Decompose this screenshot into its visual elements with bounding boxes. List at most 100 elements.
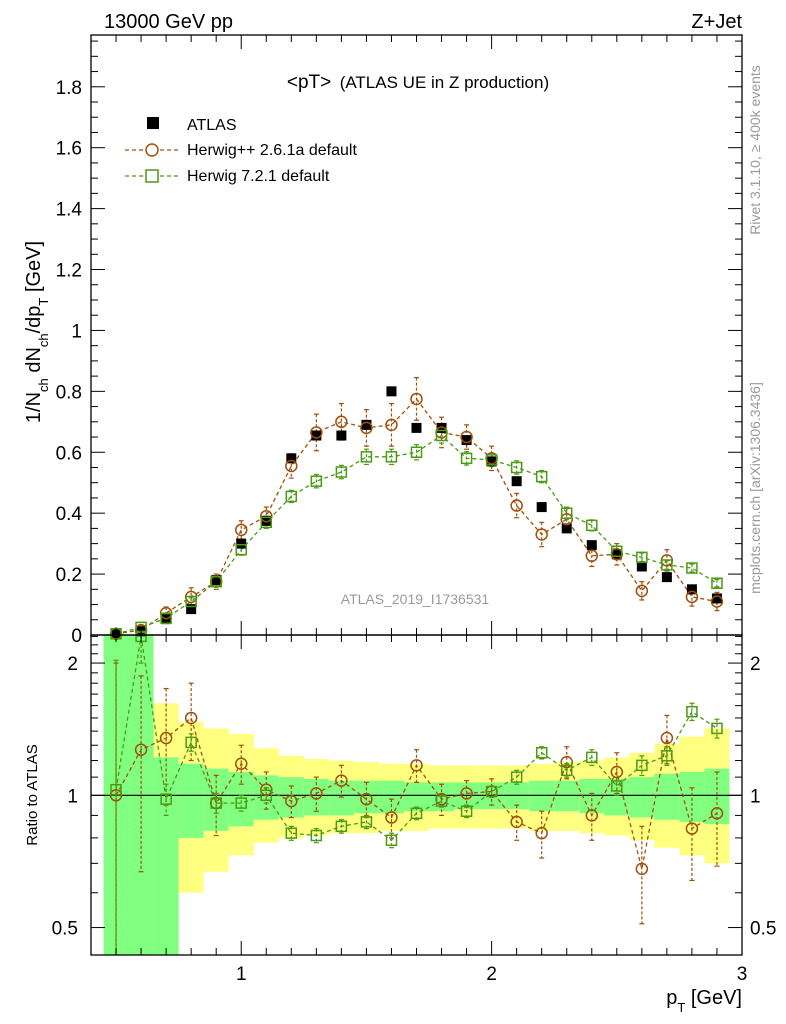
ratio-herwig7-point xyxy=(686,705,698,718)
herwig7-point xyxy=(260,516,273,529)
herwigpp-point xyxy=(310,426,323,439)
plot-title-main: <pT> xyxy=(287,72,331,93)
atlas-point xyxy=(661,572,672,583)
ratio-herwig7-point xyxy=(310,829,323,842)
atlas-point xyxy=(411,422,422,433)
herwig7-point xyxy=(636,551,648,564)
ratio-herwig7-point xyxy=(185,736,197,749)
atlas-point xyxy=(711,593,722,604)
legend: ATLAS Herwig++ 2.6.1a default Herwig 7.2… xyxy=(125,117,357,185)
legend-marker-herwigpp xyxy=(145,143,159,157)
herwig7-point xyxy=(460,452,473,465)
herwigpp-point xyxy=(410,392,423,406)
ratio-herwig7-point xyxy=(335,820,348,833)
ratio-herwig7-point xyxy=(611,780,623,792)
ratio-y-tick-label-right: 1 xyxy=(750,786,761,807)
x-axis-label: pT [GeV] xyxy=(666,987,742,1015)
atlas-point xyxy=(361,419,372,430)
stat-uncertainty-band-bin xyxy=(654,773,680,820)
ratio-herwig7-point xyxy=(210,797,222,809)
herwig7-point xyxy=(185,595,197,608)
ratio-herwigpp-point xyxy=(360,792,373,806)
analysis-watermark: ATLAS_2019_I1736531 xyxy=(341,591,490,607)
ratio-herwig7-point xyxy=(110,783,122,796)
ratio-uncertainty-bands xyxy=(103,635,730,955)
herwig7-point xyxy=(611,545,623,557)
herwigpp-point xyxy=(510,499,523,512)
atlas-point xyxy=(486,456,497,467)
ratio-herwigpp-point xyxy=(285,794,298,808)
plot-title: <pT> (ATLAS UE in Z production) xyxy=(287,72,549,93)
atlas-point xyxy=(386,386,397,397)
herwig7-point xyxy=(535,470,548,483)
upper-y-tick-label: 1.8 xyxy=(56,78,82,99)
ratio-herwigpp-point xyxy=(335,774,348,787)
atlas-point xyxy=(561,523,572,534)
atlas-point xyxy=(436,422,447,433)
upper-y-tick-label: 1.4 xyxy=(56,200,83,221)
herwigpp-point xyxy=(460,430,473,444)
ratio-y-tick-label: 1 xyxy=(67,786,78,807)
ratio-herwigpp-point xyxy=(535,826,548,840)
ratio-herwigpp-point xyxy=(685,822,699,835)
ratio-y-tick-label: 2 xyxy=(67,654,78,675)
herwigpp-point xyxy=(685,590,699,604)
ratio-herwig7-point xyxy=(385,834,398,847)
ratio-herwigpp-point xyxy=(385,811,398,824)
ratio-y-tick-label-right: 0.5 xyxy=(750,919,776,940)
stat-uncertainty-band-bin xyxy=(228,771,254,827)
atlas-point xyxy=(511,476,522,487)
herwigpp-point xyxy=(335,415,348,429)
stat-uncertainty-band-bin xyxy=(704,768,730,825)
header-left: 13000 GeV pp xyxy=(104,11,233,33)
atlas-point xyxy=(611,549,622,560)
ratio-herwigpp-point xyxy=(460,787,473,800)
ratio-herwig7-point xyxy=(711,722,723,735)
herwigpp-point xyxy=(635,584,649,598)
ratio-herwig7-point xyxy=(160,793,172,805)
atlas-point xyxy=(461,435,472,446)
herwigpp-point xyxy=(560,513,573,526)
legend-label-atlas: ATLAS xyxy=(187,117,237,134)
stat-uncertainty-band-bin xyxy=(378,780,404,814)
atlas-point xyxy=(336,430,347,441)
header-right: Z+Jet xyxy=(691,11,742,33)
ratio-y-tick-label-right: 2 xyxy=(750,654,761,675)
ratio-herwigpp-point xyxy=(710,807,724,820)
herwig7-point xyxy=(285,490,298,503)
ratio-herwigpp-point xyxy=(184,711,198,725)
ratio-herwigpp-point xyxy=(660,731,674,745)
ratio-herwigpp-point xyxy=(234,757,248,770)
x-tick-label: 2 xyxy=(486,964,497,985)
herwig7-point xyxy=(235,543,247,556)
atlas-point xyxy=(186,604,197,615)
herwig7-point xyxy=(385,451,398,463)
ratio-herwigpp-point xyxy=(410,759,423,772)
ratio-y-axis-label: Ratio to ATLAS xyxy=(24,744,41,845)
ratio-herwig7-point xyxy=(586,751,598,764)
atlas-point xyxy=(636,561,647,572)
atlas-point xyxy=(536,502,547,513)
ratio-herwig7-point xyxy=(435,795,448,807)
axes: 0 0.2 0.4 0.6 0.8 1 1.2 1.4 1.6 1.8 0.5 0.5 1 1 2 2 1 2 3 xyxy=(52,34,776,985)
ratio-herwig7-point xyxy=(636,759,648,772)
x-tick-label: 1 xyxy=(236,964,247,985)
legend-label-herwig7: Herwig 7.2.1 default xyxy=(187,168,330,185)
herwigpp-point xyxy=(360,421,373,435)
herwigpp-point xyxy=(585,549,599,563)
legend-label-herwigpp: Herwig++ 2.6.1a default xyxy=(187,142,357,159)
upper-y-tick-label: 0.4 xyxy=(56,504,83,525)
mcplots-info: mcplots.cern.ch [arXiv:1306.3436] xyxy=(747,382,763,594)
ratio-herwig7-point xyxy=(285,827,298,839)
upper-y-tick-label: 1.2 xyxy=(56,261,82,282)
herwig7-point xyxy=(310,475,323,487)
herwig7-point xyxy=(586,519,598,532)
atlas-point xyxy=(236,538,247,549)
ratio-herwig7-point xyxy=(661,750,673,762)
upper-y-axis-label: 1/Nch dNch/dpT [GeV] xyxy=(23,241,51,423)
ratio-y-tick-label: 0.5 xyxy=(52,919,78,940)
ratio-herwigpp-point xyxy=(585,809,599,822)
herwigpp-point xyxy=(260,509,273,523)
plot-title-sub: (ATLAS UE in Z production) xyxy=(340,73,549,92)
herwig7-point xyxy=(360,451,373,463)
